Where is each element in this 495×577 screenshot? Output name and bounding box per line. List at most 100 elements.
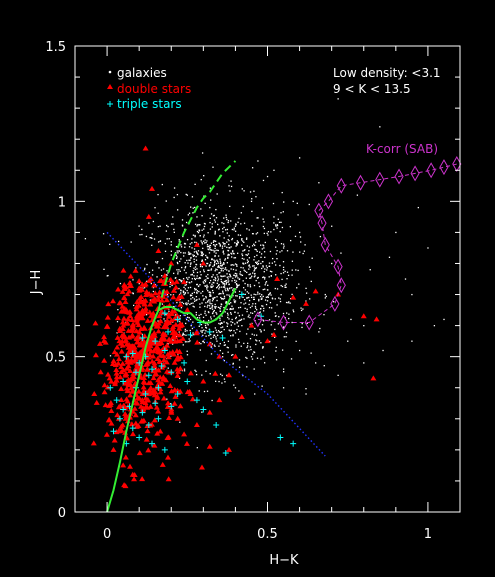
galaxy-point bbox=[340, 252, 342, 254]
triple-star-point bbox=[161, 347, 168, 354]
galaxy-point bbox=[248, 292, 250, 294]
triple-star-point bbox=[165, 328, 172, 335]
galaxy-point bbox=[183, 293, 185, 296]
double-star-point bbox=[360, 313, 367, 319]
double-star-point bbox=[168, 409, 175, 415]
galaxy-point bbox=[292, 200, 294, 203]
galaxy-point bbox=[184, 262, 186, 264]
galaxy-point bbox=[268, 265, 270, 267]
galaxy-point bbox=[109, 355, 112, 357]
galaxy-point bbox=[279, 298, 281, 300]
galaxy-point bbox=[299, 251, 301, 253]
galaxy-point bbox=[138, 282, 140, 285]
galaxy-point bbox=[262, 218, 264, 220]
k-corr-curve bbox=[257, 163, 457, 323]
galaxy-point bbox=[186, 341, 188, 343]
galaxy-point bbox=[231, 237, 234, 240]
galaxy-point bbox=[216, 340, 218, 342]
galaxy-point bbox=[207, 232, 209, 234]
galaxy-point bbox=[209, 307, 211, 309]
galaxy-point bbox=[254, 305, 257, 308]
galaxy-point bbox=[204, 280, 207, 283]
galaxy-point bbox=[230, 354, 233, 356]
galaxy-point bbox=[238, 297, 241, 299]
galaxy-point bbox=[228, 240, 230, 242]
k-corr-diamond bbox=[253, 311, 263, 328]
galaxy-point bbox=[255, 309, 258, 311]
galaxy-point bbox=[220, 298, 223, 300]
galaxy-point bbox=[289, 225, 292, 228]
triple-star-point bbox=[290, 440, 297, 447]
double-star-point bbox=[171, 400, 178, 406]
galaxy-point bbox=[187, 300, 190, 302]
galaxy-point bbox=[235, 280, 238, 282]
k-corr-diamond bbox=[375, 171, 385, 188]
galaxy-point bbox=[270, 294, 272, 296]
galaxy-point bbox=[203, 282, 205, 284]
galaxy-point bbox=[199, 306, 201, 308]
galaxy-point bbox=[220, 268, 223, 270]
galaxy-point bbox=[227, 289, 229, 292]
galaxy-point bbox=[253, 298, 256, 301]
galaxy-point bbox=[218, 322, 220, 325]
double-star-point bbox=[135, 339, 142, 345]
galaxy-point bbox=[196, 290, 198, 292]
galaxy-point bbox=[232, 362, 234, 365]
galaxy-point bbox=[217, 223, 219, 226]
double-star-point bbox=[170, 287, 177, 293]
galaxy-point bbox=[228, 185, 230, 187]
galaxy-point bbox=[331, 225, 333, 227]
double-star-point bbox=[165, 319, 172, 325]
double-star-point bbox=[117, 374, 124, 380]
galaxy-point bbox=[236, 328, 238, 331]
galaxy-point bbox=[286, 312, 288, 314]
galaxy-point bbox=[278, 316, 280, 318]
galaxy-point bbox=[179, 421, 181, 423]
galaxy-point bbox=[292, 309, 294, 311]
galaxy-point bbox=[255, 339, 257, 341]
galaxy-point bbox=[222, 282, 224, 284]
galaxy-point bbox=[318, 182, 320, 184]
galaxy-point bbox=[273, 216, 275, 218]
galaxy-point bbox=[254, 303, 257, 305]
double-star-point bbox=[148, 348, 155, 354]
galaxy-point bbox=[262, 265, 264, 267]
galaxy-point bbox=[215, 380, 217, 382]
double-star-point bbox=[138, 403, 145, 409]
galaxy-point bbox=[212, 292, 214, 294]
galaxy-point bbox=[227, 281, 229, 283]
galaxy-point bbox=[249, 286, 252, 288]
double-star-point bbox=[149, 297, 156, 303]
double-star-point bbox=[174, 312, 181, 318]
galaxy-point bbox=[276, 288, 279, 290]
galaxy-point bbox=[290, 239, 292, 242]
double-star-point bbox=[160, 330, 167, 336]
galaxy-point bbox=[211, 305, 214, 307]
galaxy-point bbox=[264, 288, 266, 290]
galaxy-point bbox=[356, 194, 359, 196]
double-star-point bbox=[176, 323, 183, 329]
galaxy-point bbox=[223, 341, 226, 344]
galaxy-point bbox=[240, 302, 242, 304]
triple-star-point bbox=[181, 359, 188, 366]
double-star-point bbox=[90, 440, 97, 446]
galaxy-point bbox=[258, 312, 261, 314]
galaxy-point bbox=[232, 335, 234, 337]
galaxy-point bbox=[213, 214, 215, 217]
galaxy-point bbox=[190, 281, 193, 283]
k-corr-diamond bbox=[323, 193, 334, 210]
double-star-point bbox=[128, 385, 135, 391]
double-star-point bbox=[137, 349, 144, 355]
double-star-point bbox=[200, 260, 207, 266]
galaxy-point bbox=[223, 280, 226, 283]
galaxy-point bbox=[144, 267, 146, 269]
galaxy-point bbox=[242, 267, 244, 269]
galaxy-point bbox=[194, 369, 196, 371]
galaxy-point bbox=[176, 250, 178, 252]
galaxy-point bbox=[262, 244, 264, 246]
galaxy-point bbox=[215, 306, 217, 308]
double-star-point bbox=[165, 313, 172, 319]
galaxy-point bbox=[246, 357, 248, 360]
double-star-point bbox=[131, 346, 138, 352]
galaxy-point bbox=[214, 254, 216, 257]
